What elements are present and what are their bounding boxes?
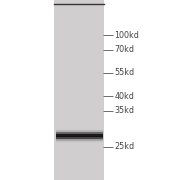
Bar: [56, 134, 103, 135]
Bar: [54, 0, 104, 180]
Bar: [56, 138, 103, 139]
Bar: [56, 132, 103, 133]
Bar: [56, 141, 103, 142]
Bar: [56, 138, 103, 139]
Text: 70kd: 70kd: [114, 45, 134, 54]
Bar: [56, 135, 103, 136]
Bar: [56, 130, 103, 131]
Text: 25kd: 25kd: [114, 142, 134, 151]
Text: 100kd: 100kd: [114, 31, 139, 40]
Bar: [56, 136, 103, 137]
Bar: [56, 129, 103, 130]
Text: 35kd: 35kd: [114, 106, 134, 115]
Bar: [56, 136, 103, 137]
Bar: [56, 131, 103, 132]
Text: 40kd: 40kd: [114, 92, 134, 101]
Bar: [56, 137, 103, 138]
Bar: [56, 140, 103, 141]
Bar: [56, 134, 103, 135]
Bar: [56, 142, 103, 143]
Bar: [56, 139, 103, 140]
Bar: [56, 140, 103, 141]
Bar: [56, 132, 103, 133]
Text: 55kd: 55kd: [114, 68, 134, 77]
Bar: [56, 130, 103, 131]
Bar: [56, 133, 103, 134]
